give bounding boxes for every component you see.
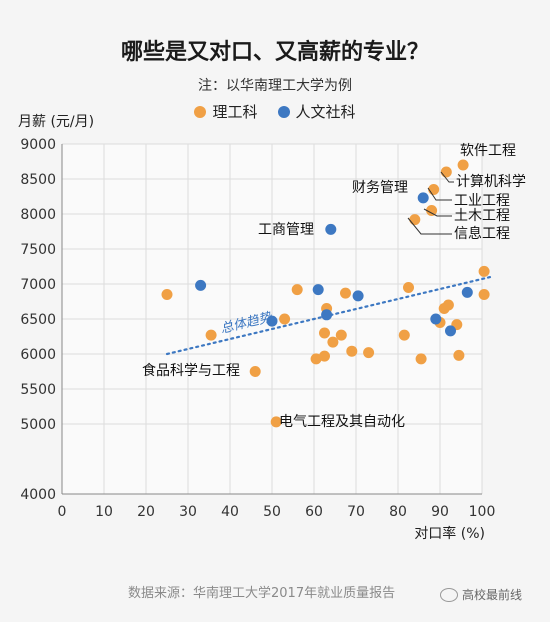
y-tick-label: 5500 [20, 382, 56, 398]
y-tick-label: 8000 [20, 207, 56, 223]
x-tick-label: 40 [221, 504, 239, 520]
point-humanities [325, 223, 337, 235]
point-science [415, 353, 427, 365]
point-science [279, 313, 291, 325]
point-science [205, 329, 217, 341]
x-tick-label: 90 [431, 504, 449, 520]
chart-subtitle: 注：以华南理工大学为例 [198, 78, 352, 94]
annotation-label: 信息工程 [454, 225, 510, 242]
point-science [453, 349, 465, 361]
chart-title: 哪些是又对口、又高薪的专业？ [120, 40, 429, 65]
point-science [340, 287, 351, 299]
point-science [249, 366, 261, 377]
x-tick-label: 0 [58, 504, 67, 520]
point-science [403, 282, 414, 293]
annotation-leader [407, 217, 452, 235]
point-humanities [266, 315, 278, 327]
legend-item-humanities: 人文社科 [277, 101, 356, 122]
point-science [409, 214, 421, 226]
point-humanities [417, 192, 429, 204]
y-tick-label: 5000 [20, 417, 56, 433]
annotation-leader [440, 171, 454, 183]
annotation-label: 财务管理 [352, 180, 408, 196]
legend-label-science: 理工科 [212, 103, 258, 121]
legend-dot-humanities [277, 105, 290, 118]
point-science [335, 329, 347, 341]
x-tick-label: 100 [469, 504, 496, 520]
trend-line [165, 275, 492, 356]
y-tick-label: 9000 [20, 137, 56, 153]
annotation-label: 食品科学与工程 [142, 362, 240, 379]
x-tick-label: 50 [263, 504, 281, 520]
point-science [442, 299, 454, 311]
y-tick-label: 7000 [20, 277, 56, 293]
point-humanities [445, 325, 456, 337]
point-science [161, 289, 173, 300]
annotation-label: 工商管理 [258, 222, 314, 238]
point-science [363, 347, 375, 359]
annotation-label: 土木工程 [454, 208, 510, 224]
annotation-leader [427, 187, 452, 201]
legend: 理工科 人文社科 [0, 101, 550, 122]
point-science [457, 159, 469, 171]
point-science [398, 329, 410, 341]
legend-dot-science [194, 105, 207, 118]
point-humanities [430, 313, 442, 325]
point-science [327, 336, 339, 348]
x-axis-label: 对口率 (%) [414, 525, 485, 542]
point-humanities [352, 290, 364, 302]
point-science [319, 350, 330, 362]
point-humanities [195, 279, 207, 291]
y-tick-label: 6000 [20, 347, 56, 363]
annotation-label: 电气工程及其自动化 [279, 414, 405, 430]
x-tick-label: 30 [179, 504, 197, 520]
x-tick-label: 70 [347, 504, 365, 520]
legend-item-science: 理工科 [194, 101, 258, 122]
annotation-label: 计算机科学 [456, 174, 526, 190]
point-science [426, 205, 438, 216]
point-science [478, 265, 490, 277]
point-science [310, 353, 322, 365]
x-tick-label: 10 [95, 504, 113, 520]
x-tick-label: 60 [305, 504, 323, 520]
x-tick-label: 20 [137, 504, 155, 520]
point-science [270, 416, 282, 428]
point-humanities [461, 286, 473, 298]
point-science [319, 327, 330, 339]
point-humanities [321, 309, 333, 321]
point-science [440, 166, 452, 178]
wechat-icon [440, 587, 458, 602]
y-tick-label: 8500 [20, 172, 56, 188]
watermark: 高校最前线 [440, 586, 522, 603]
annotation-leader [423, 208, 452, 217]
y-tick-label: 4000 [20, 487, 56, 503]
legend-label-humanities: 人文社科 [295, 103, 356, 121]
point-humanities [312, 284, 324, 296]
y-tick-label: 7500 [20, 242, 56, 258]
annotation-label: 工业工程 [454, 193, 510, 209]
x-tick-label: 80 [389, 504, 407, 520]
y-tick-label: 6500 [20, 312, 56, 328]
y-axis-label: 月薪 (元/月) [18, 114, 94, 130]
source-note: 数据来源：华南理工大学2017年就业质量报告 [128, 586, 396, 601]
point-science [291, 284, 303, 296]
point-science [346, 345, 358, 357]
annotation-label: 软件工程 [460, 143, 516, 159]
watermark-text: 高校最前线 [462, 588, 523, 602]
point-science [428, 184, 440, 195]
point-science [478, 289, 490, 300]
